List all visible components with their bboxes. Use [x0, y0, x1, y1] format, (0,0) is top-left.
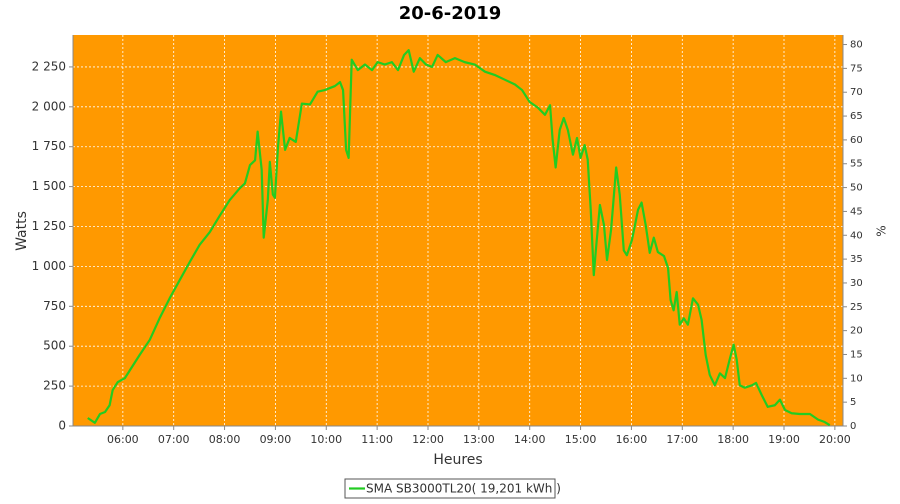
legend-box — [344, 478, 556, 499]
x-tick-label: 07:00 — [158, 433, 190, 446]
x-tick-label: 08:00 — [209, 433, 241, 446]
y-tick-label: 2 000 — [32, 99, 66, 113]
x-axis-label: Heures — [433, 452, 482, 468]
y-tick-label: 1 750 — [32, 139, 66, 153]
y-tick-label: 2 250 — [32, 59, 66, 73]
y2-tick-label: 0 — [850, 421, 856, 432]
y2-tick-label: 45 — [850, 206, 863, 217]
y2-tick-label: 35 — [850, 254, 863, 265]
x-tick-label: 18:00 — [717, 433, 749, 446]
x-tick-label: 14:00 — [514, 433, 546, 446]
series-line — [87, 49, 831, 427]
y2-tick-label: 5 — [850, 397, 856, 408]
y2-tick-label: 40 — [850, 230, 863, 241]
y2-tick-label: 30 — [850, 278, 863, 289]
y2-tick-label: 80 — [850, 40, 863, 51]
x-tick-label: 15:00 — [565, 433, 597, 446]
x-tick-label: 19:00 — [768, 433, 800, 446]
y-tick-label: 1 000 — [32, 259, 66, 273]
legend-label: SMA SB3000TL20( 19,201 kWh ) — [366, 482, 561, 496]
x-tick-label: 06:00 — [107, 433, 139, 446]
y2-tick-label: 75 — [850, 63, 863, 74]
y-tick-label: 500 — [43, 339, 66, 353]
y-axis-label: Watts — [14, 211, 30, 251]
y2-tick-label: 20 — [850, 326, 863, 337]
y2-axis-label: % — [875, 225, 889, 236]
y-tick-label: 1 250 — [32, 219, 66, 233]
y2-tick-label: 25 — [850, 302, 863, 313]
x-tick-label: 20:00 — [819, 433, 851, 446]
y-tick-label: 750 — [43, 299, 66, 313]
x-tick-label: 12:00 — [412, 433, 444, 446]
plot-area — [73, 35, 843, 426]
y2-tick-label: 50 — [850, 183, 863, 194]
y2-tick-label: 10 — [850, 373, 863, 384]
y2-tick-label: 65 — [850, 111, 863, 122]
x-tick-label: 11:00 — [361, 433, 393, 446]
y2-tick-label: 55 — [850, 159, 863, 170]
x-tick-label: 16:00 — [616, 433, 648, 446]
y-tick-label: 250 — [43, 379, 66, 393]
y-tick-label: 0 — [58, 419, 66, 433]
y2-tick-label: 15 — [850, 349, 863, 360]
y2-tick-label: 70 — [850, 87, 863, 98]
x-tick-label: 17:00 — [666, 433, 698, 446]
x-tick-label: 13:00 — [463, 433, 495, 446]
x-tick-label: 10:00 — [310, 433, 342, 446]
x-tick-label: 09:00 — [260, 433, 292, 446]
y-tick-label: 1 500 — [32, 179, 66, 193]
y2-tick-label: 60 — [850, 135, 863, 146]
chart-title: 20-6-2019 — [399, 3, 502, 24]
